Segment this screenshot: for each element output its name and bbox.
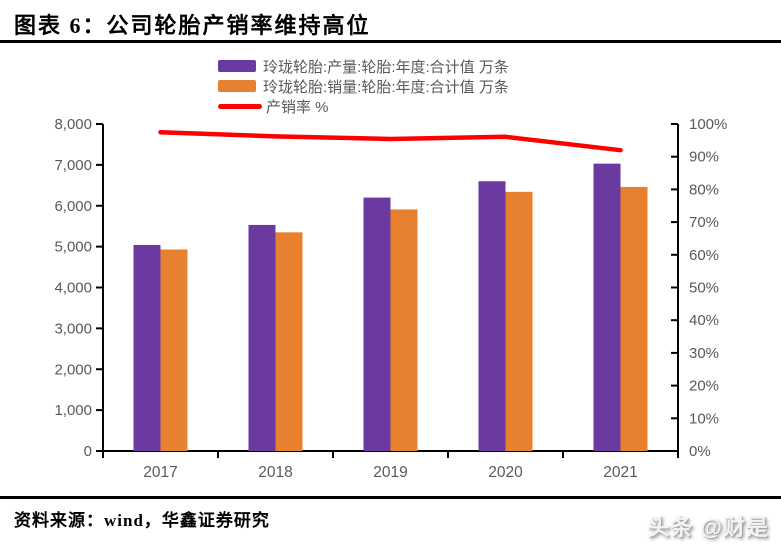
legend-item-production: 玲珑轮胎:产量:轮胎:年度:合计值 万条	[218, 56, 509, 76]
rate-line-swatch	[218, 103, 262, 109]
y-right-tick-label: 40%	[689, 312, 719, 329]
production-bar	[248, 224, 276, 451]
x-category-label: 2021	[603, 464, 637, 481]
legend-item-rate: 产销率 %	[218, 96, 509, 116]
y-right-tick-label: 20%	[689, 378, 719, 395]
y-left-tick-label: 7,000	[54, 157, 92, 174]
y-right-tick-label: 90%	[689, 149, 719, 166]
sales-swatch	[218, 80, 256, 92]
sales-bar	[505, 191, 533, 452]
y-left-tick-label: 1,000	[54, 402, 92, 419]
production-bar	[478, 181, 506, 451]
x-category-label: 2018	[258, 464, 292, 481]
y-left-tick-label: 8,000	[54, 116, 92, 133]
production-bar	[593, 163, 621, 451]
production-swatch	[218, 60, 256, 72]
y-right-tick-label: 70%	[689, 214, 719, 231]
y-right-tick-label: 30%	[689, 345, 719, 362]
sales-bar	[160, 249, 188, 451]
rate-line	[158, 129, 623, 153]
sales-bar	[390, 209, 418, 451]
legend-item-sales: 玲珑轮胎:销量:轮胎:年度:合计值 万条	[218, 76, 509, 96]
y-left-tick-label: 5,000	[54, 239, 92, 256]
watermark: 头条 @财是	[647, 515, 769, 540]
production-bar	[133, 244, 161, 451]
title-divider	[0, 40, 781, 43]
sales-bar	[620, 186, 648, 451]
legend: 玲珑轮胎:产量:轮胎:年度:合计值 万条 玲珑轮胎:销量:轮胎:年度:合计值 万…	[218, 56, 509, 116]
x-category-label: 2017	[143, 464, 177, 481]
y-left-tick-label: 6,000	[54, 198, 92, 215]
source-text: 资料来源：wind，华鑫证券研究	[14, 511, 270, 530]
y-left-tick-label: 3,000	[54, 320, 92, 337]
y-right-tick-label: 50%	[689, 280, 719, 297]
sales-bar	[275, 232, 303, 451]
y-right-tick-label: 0%	[689, 443, 711, 460]
source-divider	[0, 496, 781, 499]
chart-title: 图表 6：公司轮胎产销率维持高位	[14, 13, 371, 38]
y-right-tick-label: 100%	[689, 116, 727, 133]
y-right-tick-label: 10%	[689, 410, 719, 427]
x-category-label: 2019	[373, 464, 407, 481]
y-right-tick-label: 80%	[689, 181, 719, 198]
production-bar	[363, 197, 391, 451]
legend-label-rate: 产销率 %	[266, 98, 329, 116]
y-left-tick-label: 0	[84, 443, 92, 460]
y-left-tick-label: 2,000	[54, 361, 92, 378]
y-right-tick-label: 60%	[689, 247, 719, 264]
y-left-tick-label: 4,000	[54, 280, 92, 297]
x-category-label: 2020	[488, 464, 523, 481]
legend-label-production: 玲珑轮胎:产量:轮胎:年度:合计值 万条	[263, 58, 509, 76]
legend-label-sales: 玲珑轮胎:销量:轮胎:年度:合计值 万条	[263, 78, 509, 96]
